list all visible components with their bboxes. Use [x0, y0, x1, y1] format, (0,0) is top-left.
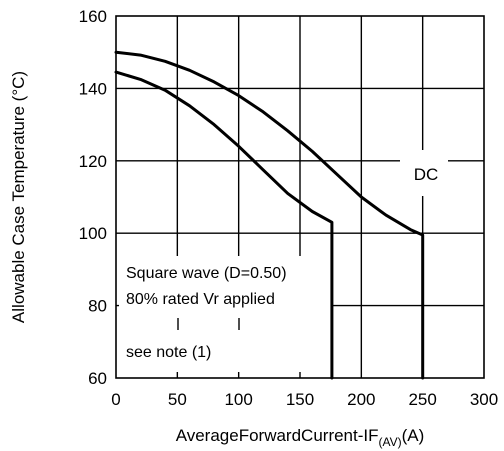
conditions-box-background [119, 256, 331, 372]
y-tick-label-3: 120 [79, 152, 107, 171]
y-tick-label-5: 160 [79, 7, 107, 26]
series-line-1 [114, 70, 334, 380]
y-tick-label-0: 60 [88, 369, 107, 388]
x-tick-label-4: 200 [347, 390, 375, 409]
x-axis-label-subscript: (AV) [379, 435, 402, 449]
x-tick-label-0: 0 [111, 390, 120, 409]
x-axis-label: AverageForwardCurrent-IF(AV)(A) [176, 426, 425, 449]
conditions-line-1: Square wave (D=0.50) [126, 265, 287, 282]
y-tick-label-4: 140 [79, 79, 107, 98]
series-line-0 [114, 50, 425, 380]
y-axis-label: Allowable Case Temperature (°C) [9, 71, 28, 323]
tick-labels: 0 50 100 150 200 250 300 60 80 100 120 140 160 [79, 7, 499, 409]
plot-frame [115, 15, 485, 379]
y-tick-label-2: 100 [79, 224, 107, 243]
dc-label: DC [414, 165, 439, 184]
x-tick-label-1: 50 [168, 390, 187, 409]
x-tick-label-5: 250 [408, 390, 436, 409]
x-tick-label-6: 300 [470, 390, 498, 409]
series-layer [114, 50, 425, 380]
x-tick-label-2: 100 [224, 390, 252, 409]
dc-label-background [400, 150, 448, 196]
x-axis-label-main: AverageForwardCurrent-IF [176, 426, 379, 445]
conditions-line-2: 80% rated Vr applied [126, 291, 275, 308]
x-axis-label-unit: (A) [402, 426, 425, 445]
conditions-line-3: see note (1) [126, 344, 211, 361]
y-tick-label-1: 80 [88, 297, 107, 316]
x-tick-label-3: 150 [286, 390, 314, 409]
